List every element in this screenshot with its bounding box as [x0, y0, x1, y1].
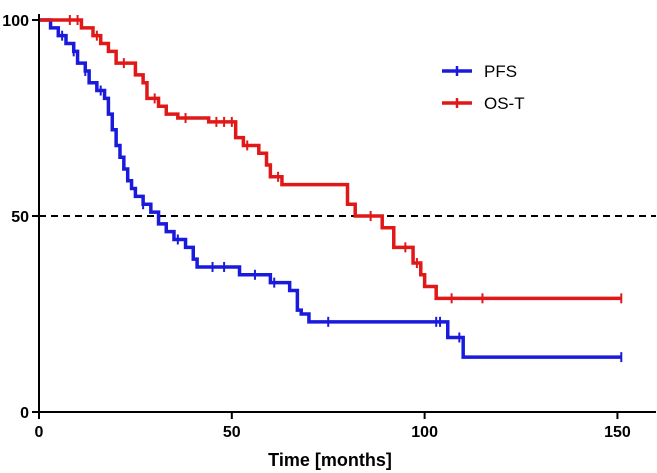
- x-tick-label: 50: [223, 424, 241, 441]
- legend-item-os-t: OS-T: [442, 94, 525, 113]
- x-axis-title: Time [months]: [268, 450, 392, 470]
- legend-item-pfs: PFS: [442, 62, 517, 81]
- x-tick-label: 0: [35, 424, 44, 441]
- series-line-pfs: [39, 18, 622, 359]
- x-tick-label: 150: [604, 424, 631, 441]
- y-tick-label: 100: [2, 13, 29, 30]
- legend-label-os-t: OS-T: [484, 94, 525, 113]
- x-tick-label: 100: [411, 424, 438, 441]
- legend-label-pfs: PFS: [484, 62, 517, 81]
- legend: PFS OS-T: [442, 62, 525, 113]
- series-line-os-t: [39, 18, 622, 301]
- y-tick-label: 50: [11, 209, 29, 226]
- y-tick-label: 0: [20, 405, 29, 422]
